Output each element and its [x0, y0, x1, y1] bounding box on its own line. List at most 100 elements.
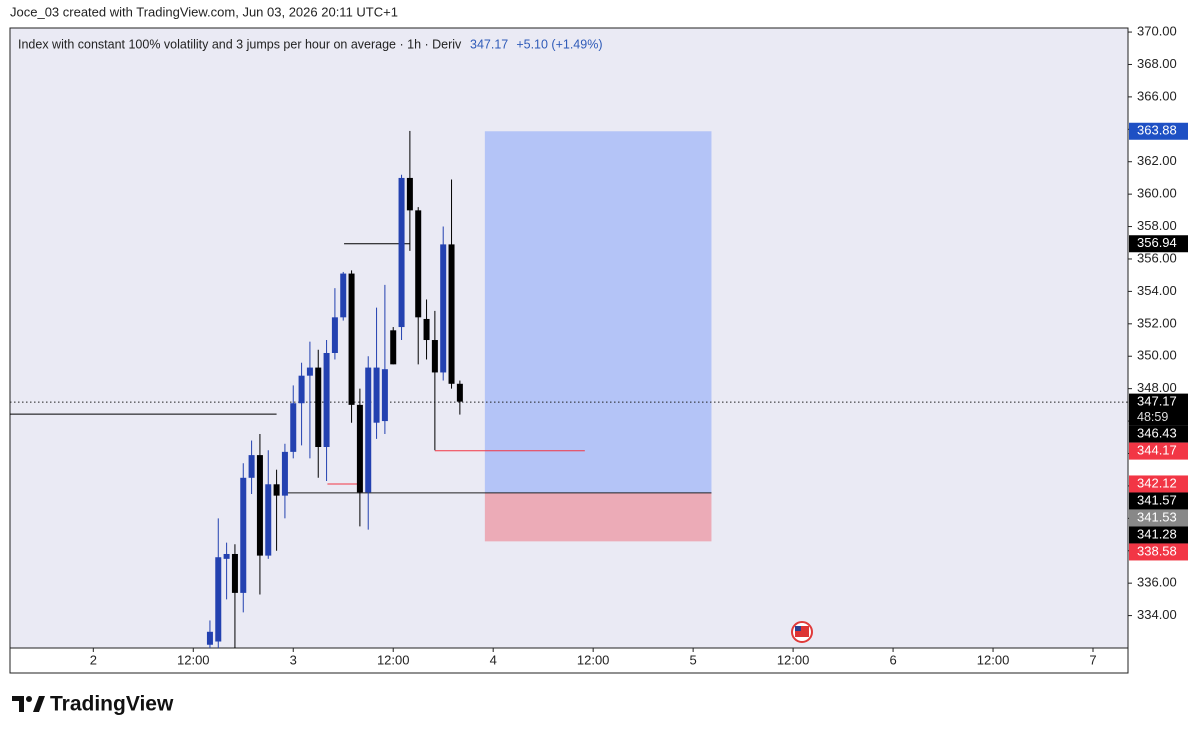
candle-body: [240, 477, 247, 593]
candle-body: [331, 317, 338, 353]
candle-body: [315, 367, 322, 448]
logo-slash: [33, 696, 45, 712]
candle: [265, 450, 272, 559]
y-tick-label: 358.00: [1137, 218, 1177, 233]
candle-body: [356, 404, 363, 493]
candle-body: [390, 330, 397, 365]
candle-body: [373, 367, 380, 423]
candle-body: [281, 451, 288, 496]
candle-body: [306, 367, 313, 376]
price-label: 344.17: [1137, 443, 1177, 458]
price-label-bg: [1129, 442, 1188, 460]
candle-body: [440, 244, 447, 373]
price-label: 342.12: [1137, 475, 1177, 490]
logo-mark: [12, 696, 24, 712]
candle: [290, 385, 297, 459]
candle-body: [456, 383, 463, 402]
candle-body: [273, 484, 280, 496]
candle-body: [215, 557, 222, 642]
price-label: 341.53: [1137, 509, 1177, 524]
candle-body: [231, 553, 238, 593]
y-tick-label: 370.00: [1137, 23, 1177, 38]
candle-body: [398, 177, 405, 328]
price-label: 341.57: [1137, 492, 1177, 507]
price-label: 346.43: [1137, 426, 1177, 441]
price-label-bg: [1129, 475, 1188, 493]
candle: [231, 544, 238, 648]
event-flag[interactable]: [795, 626, 809, 637]
x-tick-label: 6: [889, 652, 896, 667]
price-label: 363.88: [1137, 123, 1177, 138]
x-tick-label: 12:00: [377, 652, 410, 667]
attribution: Joce_03 created with TradingView.com, Ju…: [10, 4, 398, 19]
x-tick-label: 5: [690, 652, 697, 667]
candle: [365, 356, 372, 530]
candle: [348, 270, 355, 423]
legend-change: +5.10 (+1.49%): [516, 37, 602, 51]
stop-zone: [484, 492, 712, 542]
chart-title: Index with constant 100% volatility and …: [18, 37, 462, 51]
candle: [298, 362, 305, 446]
candle-body: [290, 403, 297, 452]
price-label-bg: [1129, 393, 1188, 426]
y-tick-label: 356.00: [1137, 250, 1177, 265]
countdown: 48:59: [1137, 410, 1168, 424]
price-label-bg: [1129, 122, 1188, 140]
price-label: 347.17: [1137, 394, 1177, 409]
candle: [256, 434, 263, 595]
candle-body: [206, 631, 213, 645]
price-label-bg: [1129, 425, 1188, 443]
candle-body: [223, 553, 230, 559]
event-icon[interactable]: [791, 621, 813, 643]
candle: [340, 271, 347, 321]
price-label: 338.58: [1137, 543, 1177, 558]
y-tick-label: 334.00: [1137, 607, 1177, 622]
candle: [415, 207, 422, 365]
candle: [456, 380, 463, 415]
candle: [223, 542, 230, 600]
candle-body: [323, 352, 330, 448]
candle: [273, 469, 280, 551]
candle: [373, 307, 380, 439]
candle: [323, 340, 330, 482]
candle-body: [248, 455, 255, 478]
candle-body: [256, 455, 263, 556]
y-tick-label: 354.00: [1137, 283, 1177, 298]
x-tick-label: 4: [490, 652, 497, 667]
price-label: 356.94: [1137, 235, 1177, 250]
y-tick-label: 368.00: [1137, 56, 1177, 71]
candle: [306, 341, 313, 459]
x-tick-label: 2: [90, 652, 97, 667]
y-tick-label: 360.00: [1137, 186, 1177, 201]
candle-body: [265, 484, 272, 556]
candle-body: [365, 367, 372, 493]
y-tick-label: 348.00: [1137, 380, 1177, 395]
logo-dot: [26, 696, 32, 702]
candle: [331, 288, 338, 360]
candle: [406, 130, 413, 251]
plot-background: [10, 28, 1128, 648]
event-flag-canton[interactable]: [795, 626, 801, 631]
candle: [356, 388, 363, 527]
candle: [240, 463, 247, 613]
x-tick-label: 12:00: [977, 652, 1010, 667]
legend-last: 347.17: [470, 37, 508, 51]
candle-body: [406, 177, 413, 211]
y-tick-label: 366.00: [1137, 88, 1177, 103]
candle-body: [448, 244, 455, 384]
candle: [398, 174, 405, 341]
price-label-bg: [1129, 492, 1188, 510]
candle: [381, 284, 388, 435]
x-tick-label: 12:00: [577, 652, 610, 667]
target-zone: [484, 131, 712, 493]
candle: [215, 518, 222, 648]
x-tick-label: 12:00: [177, 652, 210, 667]
candle-body: [415, 210, 422, 318]
candle-body: [348, 273, 355, 405]
candle: [448, 179, 455, 389]
candle-body: [298, 375, 305, 404]
candle: [390, 327, 397, 365]
x-tick-label: 7: [1089, 652, 1096, 667]
price-label-bg: [1129, 526, 1188, 544]
